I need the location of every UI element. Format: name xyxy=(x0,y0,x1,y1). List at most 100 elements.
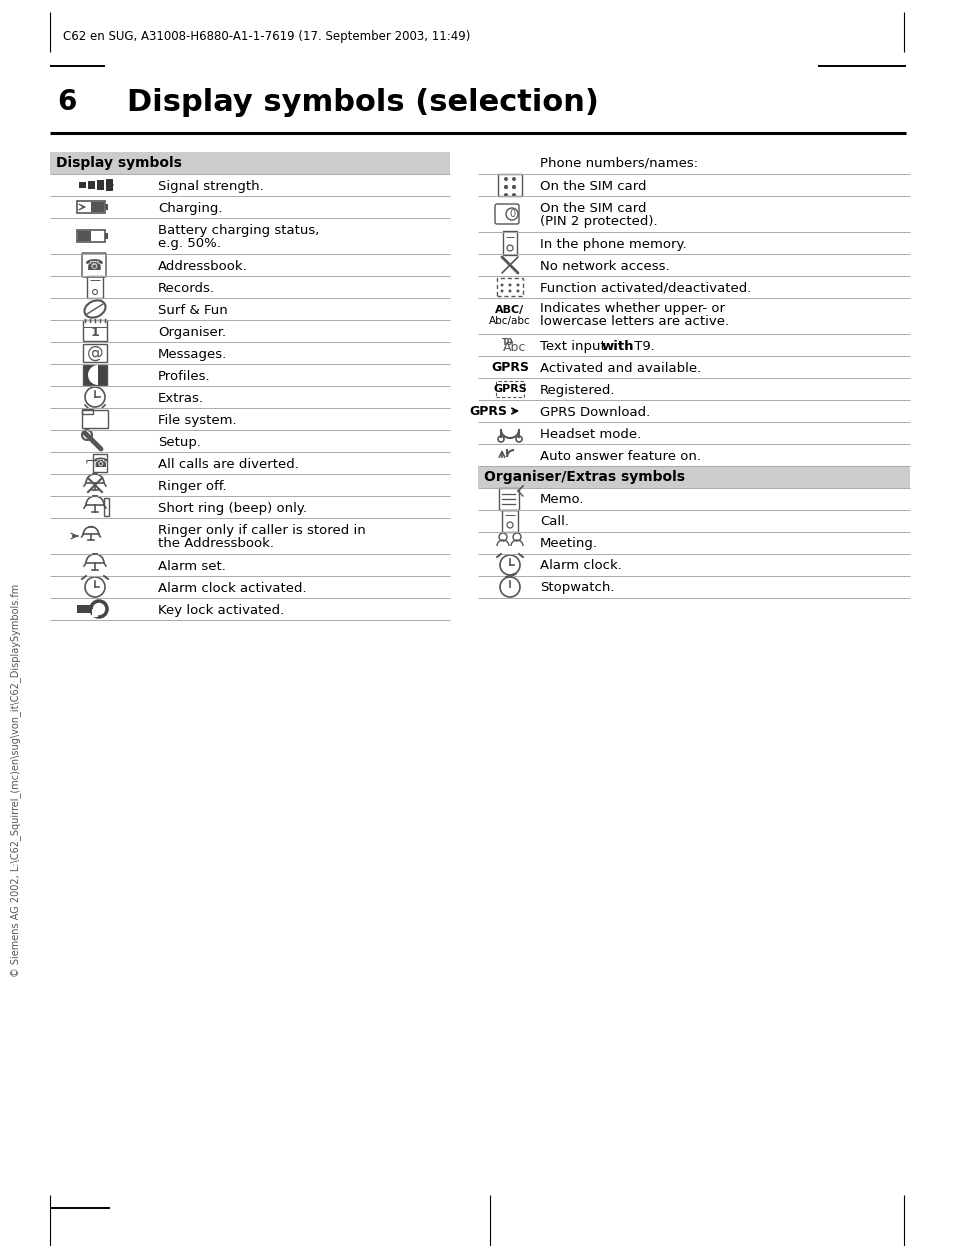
Text: Stopwatch.: Stopwatch. xyxy=(539,581,614,594)
Text: Addressbook.: Addressbook. xyxy=(158,259,248,273)
Bar xyxy=(477,466,909,488)
Text: Display symbols (selection): Display symbols (selection) xyxy=(127,88,598,117)
Circle shape xyxy=(512,193,516,197)
Text: GPRS: GPRS xyxy=(493,384,526,394)
Circle shape xyxy=(503,184,507,189)
Text: © Siemens AG 2002, L:\C62_Squirrel_(mc)en\sug\von_it\C62_DisplaySymbols.fm: © Siemens AG 2002, L:\C62_Squirrel_(mc)e… xyxy=(10,583,21,977)
Text: Memo.: Memo. xyxy=(539,493,584,506)
Bar xyxy=(91,609,98,617)
Text: ☎: ☎ xyxy=(92,456,108,470)
Bar xyxy=(92,454,107,472)
Text: @: @ xyxy=(87,344,103,363)
Text: Organiser.: Organiser. xyxy=(158,325,226,339)
Text: 1: 1 xyxy=(91,325,99,339)
Bar xyxy=(105,204,108,211)
Text: Alarm clock activated.: Alarm clock activated. xyxy=(158,582,306,594)
Text: the Addressbook.: the Addressbook. xyxy=(158,537,274,549)
Text: Activated and available.: Activated and available. xyxy=(539,361,700,375)
Bar xyxy=(79,182,86,188)
Text: Meeting.: Meeting. xyxy=(539,537,598,549)
Circle shape xyxy=(503,177,507,181)
Circle shape xyxy=(503,184,507,189)
Text: Phone numbers/names:: Phone numbers/names: xyxy=(539,156,698,169)
Text: T9.: T9. xyxy=(629,340,654,353)
Circle shape xyxy=(516,284,519,287)
Bar xyxy=(91,202,104,212)
Circle shape xyxy=(512,184,516,189)
Text: GPRS: GPRS xyxy=(469,405,506,417)
Text: (PIN 2 protected).: (PIN 2 protected). xyxy=(539,216,657,228)
Bar xyxy=(77,231,105,242)
Text: Charging.: Charging. xyxy=(158,202,222,214)
Text: lowercase letters are active.: lowercase letters are active. xyxy=(539,315,728,328)
Text: Setup.: Setup. xyxy=(158,436,201,449)
Text: Alarm set.: Alarm set. xyxy=(158,559,226,572)
Bar xyxy=(496,381,523,397)
Bar xyxy=(501,510,517,532)
Text: GPRS: GPRS xyxy=(491,360,529,374)
Text: Key lock activated.: Key lock activated. xyxy=(158,603,284,617)
Text: Messages.: Messages. xyxy=(158,348,227,360)
Bar xyxy=(502,231,517,255)
Text: In the phone memory.: In the phone memory. xyxy=(539,238,686,250)
Bar xyxy=(97,179,104,189)
Text: 0: 0 xyxy=(508,209,515,219)
Text: On the SIM card: On the SIM card xyxy=(539,179,646,192)
Text: Surf & Fun: Surf & Fun xyxy=(158,304,228,316)
Bar xyxy=(88,181,95,189)
Wedge shape xyxy=(88,365,98,385)
Bar xyxy=(78,231,91,240)
Text: T9: T9 xyxy=(501,338,514,346)
Text: Ringer only if caller is stored in: Ringer only if caller is stored in xyxy=(158,525,365,537)
Text: C62 en SUG, A31008-H6880-A1-1-7619 (17. September 2003, 11:49): C62 en SUG, A31008-H6880-A1-1-7619 (17. … xyxy=(63,30,470,44)
Bar xyxy=(105,233,108,239)
Text: Registered.: Registered. xyxy=(539,384,615,396)
Text: Call.: Call. xyxy=(539,515,568,528)
Circle shape xyxy=(503,193,507,197)
Bar xyxy=(104,498,109,516)
Circle shape xyxy=(500,284,503,287)
Text: All calls are diverted.: All calls are diverted. xyxy=(158,457,298,471)
Text: Text input: Text input xyxy=(539,340,609,353)
Text: Records.: Records. xyxy=(158,282,214,294)
Circle shape xyxy=(512,184,516,189)
Bar xyxy=(83,344,107,363)
Bar xyxy=(498,488,518,510)
Bar xyxy=(77,201,105,213)
Text: Extras.: Extras. xyxy=(158,391,204,405)
Circle shape xyxy=(508,284,511,287)
Text: Short ring (beep) only.: Short ring (beep) only. xyxy=(158,501,307,515)
Bar xyxy=(82,409,92,414)
Text: Headset mode.: Headset mode. xyxy=(539,427,640,441)
Bar xyxy=(87,277,103,298)
Text: Abc/abc: Abc/abc xyxy=(489,316,530,326)
Text: Profiles.: Profiles. xyxy=(158,370,211,383)
Bar xyxy=(77,606,92,613)
Text: Auto answer feature on.: Auto answer feature on. xyxy=(539,450,700,462)
Text: No network access.: No network access. xyxy=(539,259,669,273)
Text: ⌐: ⌐ xyxy=(85,455,95,467)
Text: On the SIM card: On the SIM card xyxy=(539,202,646,216)
Circle shape xyxy=(500,289,503,293)
Text: GPRS Download.: GPRS Download. xyxy=(539,405,650,419)
Text: 6: 6 xyxy=(57,88,76,116)
Bar xyxy=(497,174,521,196)
Bar xyxy=(50,152,450,174)
Text: Abc: Abc xyxy=(503,340,526,354)
Text: Function activated/deactivated.: Function activated/deactivated. xyxy=(539,282,751,294)
Circle shape xyxy=(508,289,511,293)
Circle shape xyxy=(512,177,516,181)
Text: Signal strength.: Signal strength. xyxy=(158,179,263,192)
Circle shape xyxy=(95,606,103,613)
Bar xyxy=(82,410,108,427)
Bar xyxy=(83,320,107,341)
Text: ☎: ☎ xyxy=(85,258,103,273)
Text: Battery charging status,: Battery charging status, xyxy=(158,224,319,237)
Text: e.g. 50%.: e.g. 50%. xyxy=(158,237,221,250)
Text: Indicates whether upper- or: Indicates whether upper- or xyxy=(539,302,724,315)
Text: File system.: File system. xyxy=(158,414,236,426)
Text: Organiser/Extras symbols: Organiser/Extras symbols xyxy=(483,470,684,483)
Circle shape xyxy=(516,289,519,293)
Bar xyxy=(83,365,107,385)
Text: Ringer off.: Ringer off. xyxy=(158,480,227,492)
